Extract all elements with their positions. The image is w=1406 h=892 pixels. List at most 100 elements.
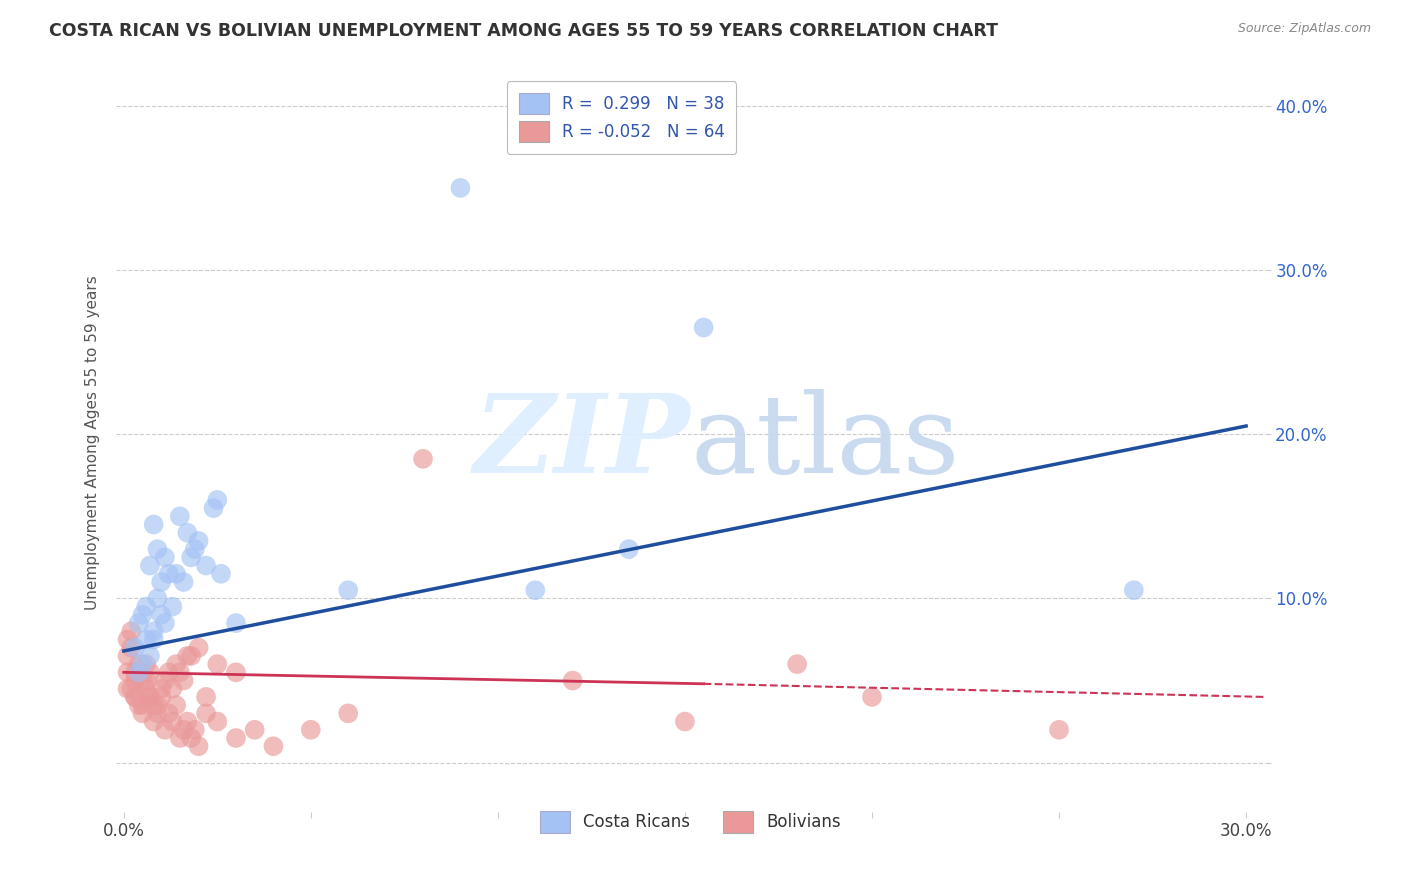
Point — [135, 673, 157, 688]
Point — [1122, 583, 1144, 598]
Point — [124, 690, 146, 704]
Point — [150, 681, 173, 696]
Point — [169, 731, 191, 745]
Point — [180, 731, 202, 745]
Point — [139, 648, 162, 663]
Point — [225, 731, 247, 745]
Point — [139, 690, 162, 704]
Point — [561, 673, 583, 688]
Point — [120, 624, 142, 639]
Point — [157, 665, 180, 680]
Point — [165, 698, 187, 713]
Point — [142, 632, 165, 647]
Point — [117, 681, 139, 696]
Point — [173, 574, 195, 589]
Point — [131, 698, 153, 713]
Point — [135, 681, 157, 696]
Point — [142, 517, 165, 532]
Point — [202, 501, 225, 516]
Point — [692, 320, 714, 334]
Point — [524, 583, 547, 598]
Point — [153, 615, 176, 630]
Point — [169, 509, 191, 524]
Point — [173, 673, 195, 688]
Point — [131, 706, 153, 721]
Point — [117, 665, 139, 680]
Point — [135, 657, 157, 672]
Point — [173, 723, 195, 737]
Point — [157, 706, 180, 721]
Point — [176, 714, 198, 729]
Point — [184, 723, 207, 737]
Point — [146, 706, 169, 721]
Point — [139, 665, 162, 680]
Point — [1047, 723, 1070, 737]
Legend: Costa Ricans, Bolivians: Costa Ricans, Bolivians — [529, 799, 853, 844]
Point — [187, 640, 209, 655]
Point — [124, 640, 146, 655]
Point — [128, 698, 150, 713]
Point — [262, 739, 284, 754]
Y-axis label: Unemployment Among Ages 55 to 59 years: Unemployment Among Ages 55 to 59 years — [86, 275, 100, 610]
Point — [131, 657, 153, 672]
Point — [128, 665, 150, 680]
Point — [120, 640, 142, 655]
Point — [165, 657, 187, 672]
Point — [195, 706, 218, 721]
Point — [146, 591, 169, 606]
Point — [131, 607, 153, 622]
Point — [153, 723, 176, 737]
Point — [207, 492, 229, 507]
Point — [153, 673, 176, 688]
Point — [128, 665, 150, 680]
Point — [128, 657, 150, 672]
Point — [165, 566, 187, 581]
Point — [117, 632, 139, 647]
Point — [142, 714, 165, 729]
Point — [139, 558, 162, 573]
Text: COSTA RICAN VS BOLIVIAN UNEMPLOYMENT AMONG AGES 55 TO 59 YEARS CORRELATION CHART: COSTA RICAN VS BOLIVIAN UNEMPLOYMENT AMO… — [49, 22, 998, 40]
Point — [786, 657, 808, 672]
Point — [169, 665, 191, 680]
Point — [337, 706, 360, 721]
Point — [225, 615, 247, 630]
Point — [243, 723, 266, 737]
Point — [128, 615, 150, 630]
Point — [124, 665, 146, 680]
Point — [176, 525, 198, 540]
Point — [617, 542, 640, 557]
Point — [124, 690, 146, 704]
Point — [180, 648, 202, 663]
Point — [180, 550, 202, 565]
Point — [150, 607, 173, 622]
Point — [195, 690, 218, 704]
Text: Source: ZipAtlas.com: Source: ZipAtlas.com — [1237, 22, 1371, 36]
Point — [184, 542, 207, 557]
Point — [162, 714, 184, 729]
Point — [153, 550, 176, 565]
Point — [142, 698, 165, 713]
Point — [124, 673, 146, 688]
Point — [195, 558, 218, 573]
Point — [162, 681, 184, 696]
Point — [117, 648, 139, 663]
Point — [146, 542, 169, 557]
Point — [860, 690, 883, 704]
Point — [120, 681, 142, 696]
Point — [135, 632, 157, 647]
Point — [673, 714, 696, 729]
Text: ZIP: ZIP — [474, 389, 690, 496]
Point — [337, 583, 360, 598]
Point — [187, 533, 209, 548]
Point — [209, 566, 232, 581]
Text: atlas: atlas — [690, 389, 960, 496]
Point — [449, 181, 471, 195]
Point — [187, 739, 209, 754]
Point — [162, 599, 184, 614]
Point — [131, 673, 153, 688]
Point — [150, 690, 173, 704]
Point — [150, 574, 173, 589]
Point — [207, 657, 229, 672]
Point — [135, 599, 157, 614]
Point — [176, 648, 198, 663]
